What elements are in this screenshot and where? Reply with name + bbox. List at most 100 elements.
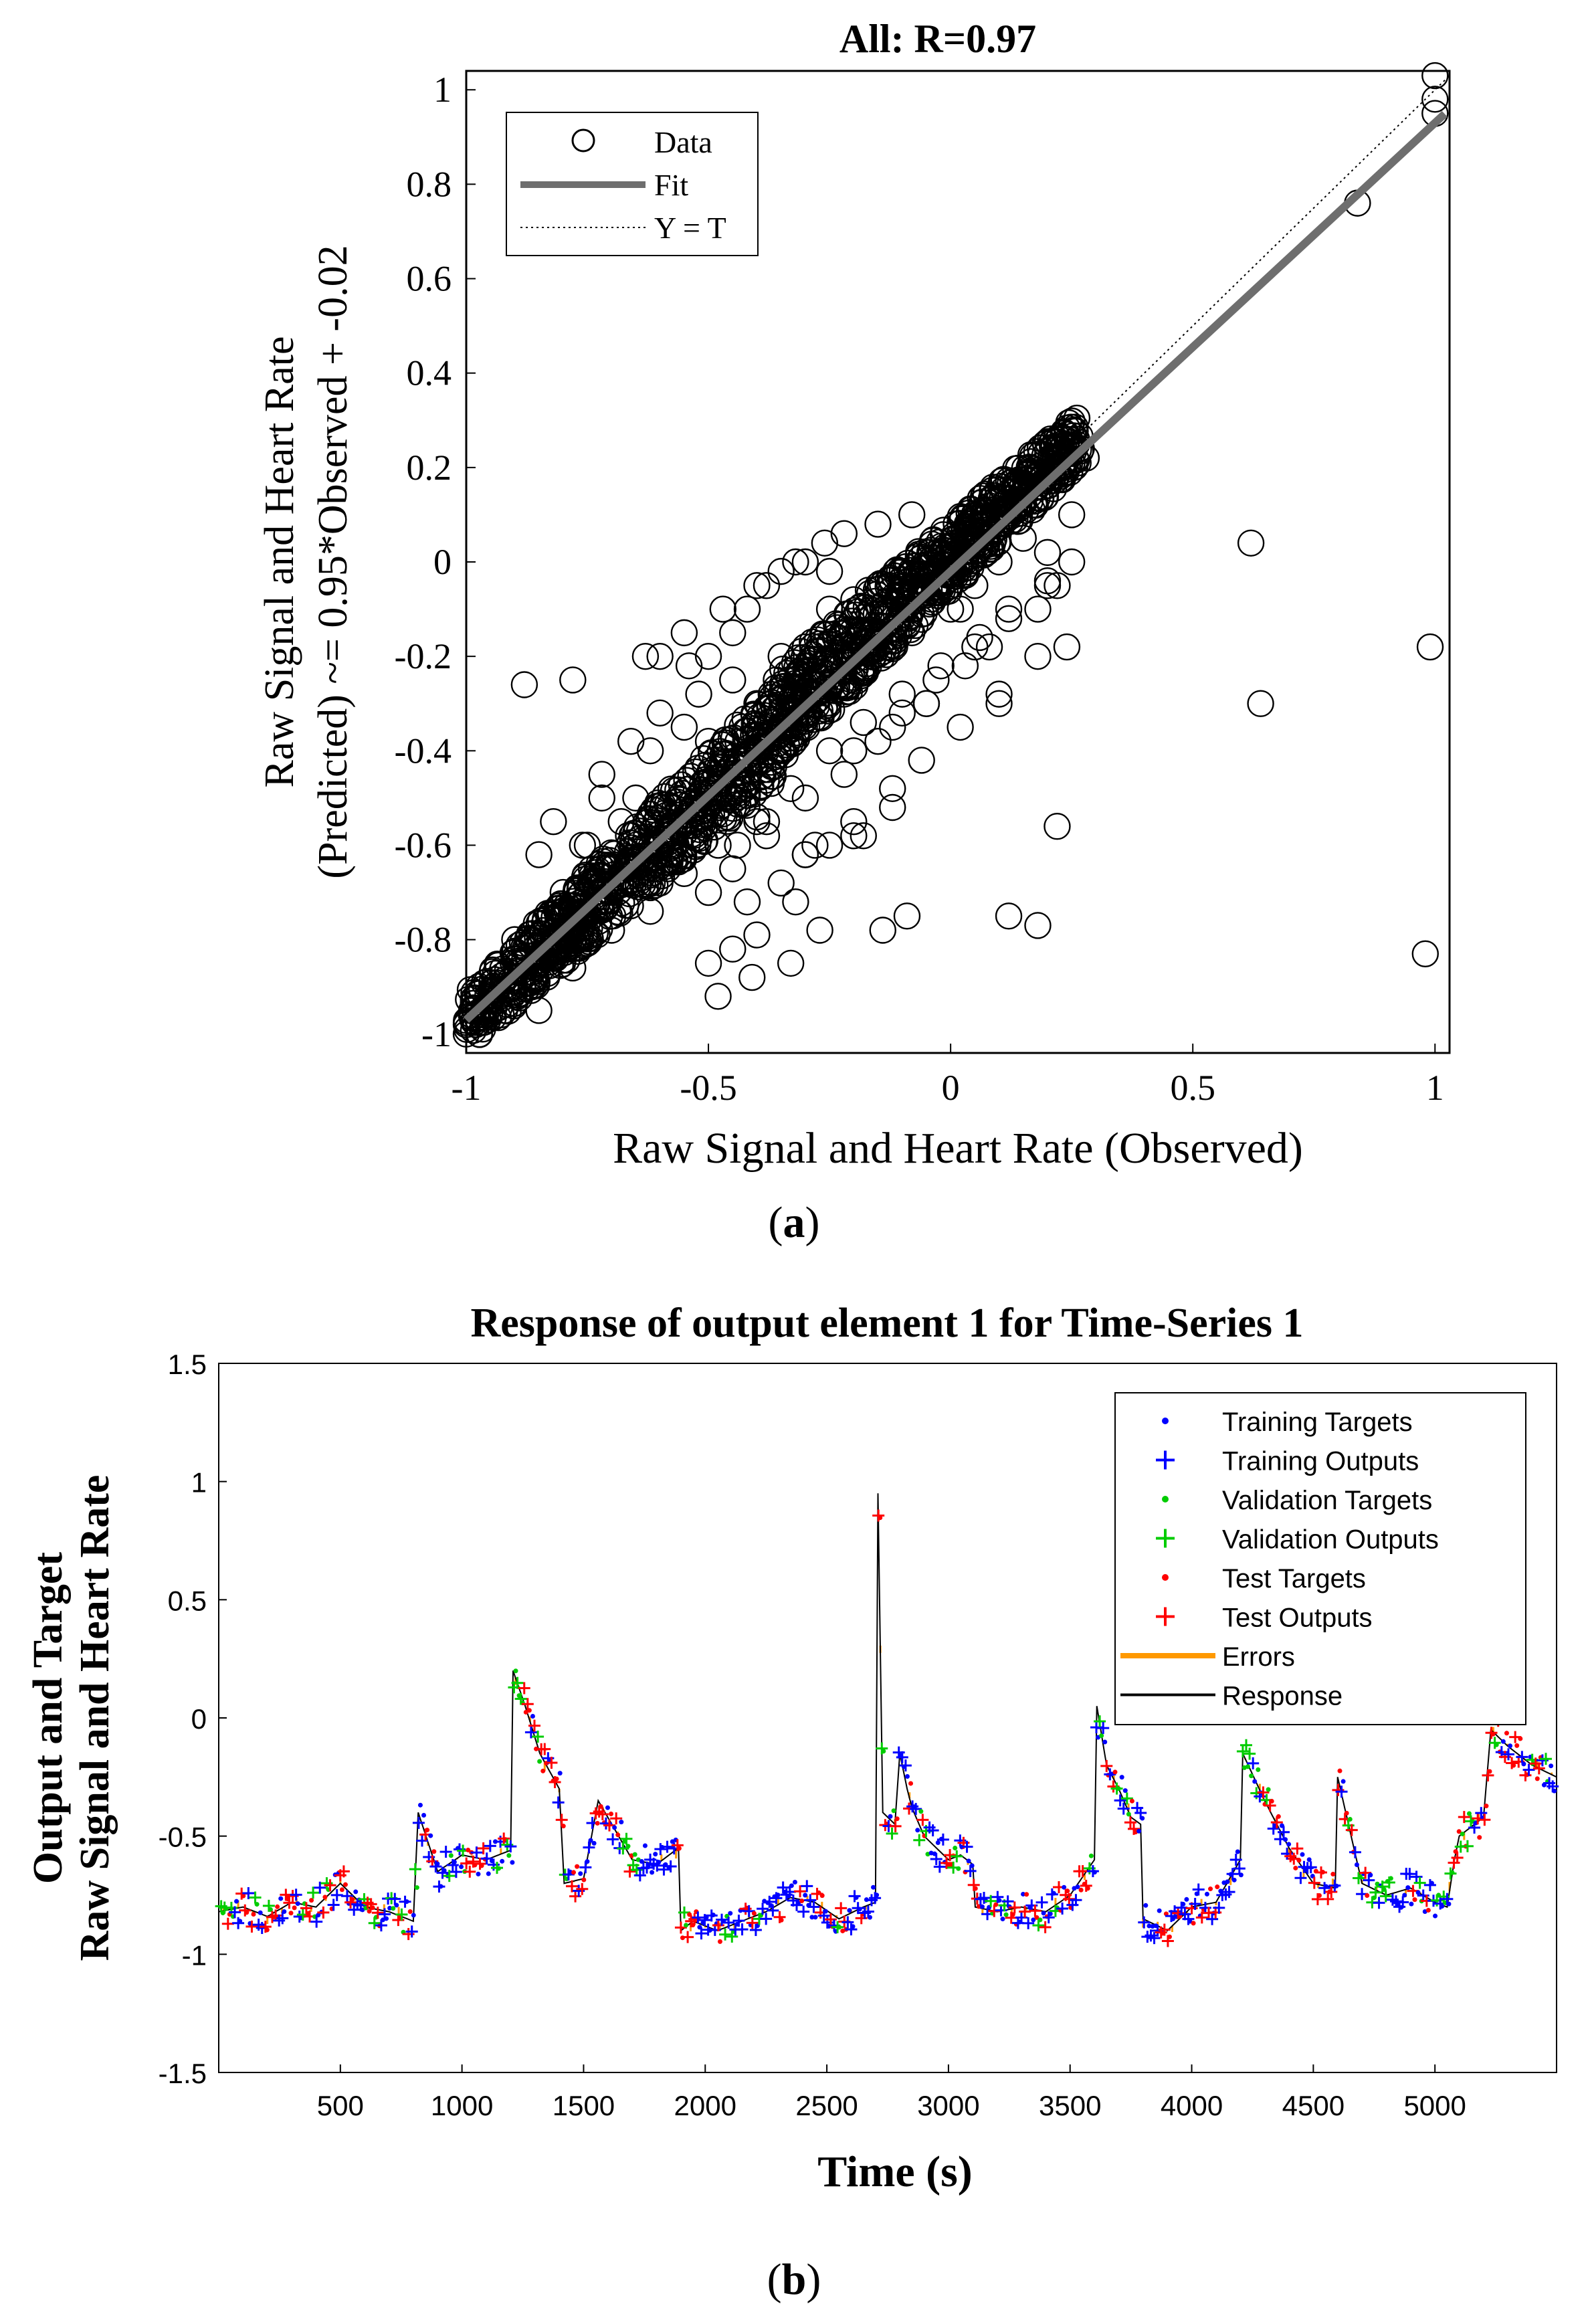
target-marker — [956, 1866, 961, 1871]
data-point — [912, 690, 940, 717]
target-marker — [1484, 1804, 1489, 1809]
data-point — [767, 642, 795, 670]
data-point — [743, 737, 771, 765]
data-point — [743, 921, 771, 949]
target-marker — [411, 1913, 416, 1918]
data-point — [563, 926, 590, 954]
data-point — [622, 855, 650, 882]
data-point — [588, 761, 615, 788]
target-marker — [1184, 1897, 1189, 1902]
target-marker — [847, 1908, 852, 1913]
target-marker — [619, 1820, 624, 1825]
data-point — [521, 967, 549, 994]
data-point — [829, 620, 857, 648]
data-point — [525, 910, 553, 937]
chart-b-x-tick-label: 3500 — [1039, 2090, 1101, 2121]
data-point — [622, 784, 650, 812]
data-point — [767, 713, 795, 741]
target-marker — [391, 1906, 396, 1911]
target-marker — [1487, 1769, 1492, 1774]
legend-dot-marker — [1162, 1496, 1169, 1503]
data-point — [791, 841, 819, 868]
data-point — [922, 666, 950, 694]
target-marker — [387, 1905, 393, 1911]
data-point — [989, 484, 1016, 512]
target-marker — [904, 1773, 910, 1779]
target-marker — [1225, 1879, 1230, 1884]
target-marker — [1099, 1733, 1104, 1738]
chart-b-y-tick-label: -0.5 — [159, 1822, 207, 1853]
target-marker — [1293, 1865, 1298, 1870]
target-marker — [605, 1805, 610, 1810]
target-marker — [1433, 1913, 1438, 1919]
target-marker — [466, 1847, 471, 1852]
target-marker — [1112, 1769, 1118, 1775]
chart-a-y-tick-label: -0.6 — [395, 825, 452, 865]
target-marker — [908, 1781, 914, 1786]
data-point — [518, 920, 546, 947]
data-point — [1053, 421, 1081, 448]
legend-fit-label: Fit — [654, 168, 688, 202]
data-point — [656, 817, 684, 845]
data-point — [614, 838, 641, 866]
target-marker — [1412, 1897, 1417, 1903]
data-point — [617, 727, 645, 755]
chart-b-y-tick-label: 0.5 — [168, 1585, 207, 1616]
data-point — [791, 784, 819, 812]
target-marker — [891, 1808, 896, 1814]
data-point — [646, 642, 674, 670]
target-marker — [819, 1893, 825, 1899]
data-point — [868, 644, 895, 672]
target-marker — [969, 1863, 975, 1868]
data-point — [1053, 426, 1081, 454]
data-point — [694, 642, 722, 670]
data-point — [888, 680, 916, 708]
data-point — [879, 713, 906, 741]
data-point — [879, 775, 906, 802]
target-marker — [625, 1844, 631, 1849]
chart-a-fit-line — [463, 110, 1448, 1023]
data-point — [520, 965, 548, 992]
chart-a-y-tick-label: 0.2 — [407, 448, 452, 488]
target-marker — [254, 1902, 260, 1907]
target-marker — [1368, 1872, 1373, 1878]
data-point — [637, 861, 664, 889]
target-marker — [292, 1905, 297, 1911]
data-point — [898, 501, 926, 528]
chart-a-y-tick-label: -0.2 — [395, 636, 452, 676]
chart-b-x-tick-label: 4000 — [1161, 2090, 1223, 2121]
target-marker — [1276, 1814, 1281, 1819]
chart-a-y-tick-label: 0.8 — [407, 164, 452, 204]
data-point — [791, 633, 819, 661]
data-point — [927, 652, 955, 680]
target-marker — [1000, 1917, 1005, 1922]
data-point — [525, 841, 553, 868]
data-point — [879, 614, 906, 642]
target-marker — [775, 1893, 781, 1898]
chart-b-y-tick-label: 0 — [191, 1703, 207, 1735]
target-marker — [414, 1885, 419, 1891]
target-marker — [1085, 1886, 1090, 1891]
target-marker — [275, 1904, 280, 1909]
target-marker — [1460, 1831, 1465, 1836]
data-point — [782, 888, 809, 916]
data-point — [995, 902, 1023, 930]
target-marker — [609, 1812, 614, 1817]
data-point — [677, 763, 704, 790]
target-marker — [1316, 1893, 1322, 1899]
chart-b-x-tick-label: 3000 — [917, 2090, 979, 2121]
data-point — [864, 727, 892, 755]
data-point — [525, 997, 553, 1024]
target-marker — [1306, 1857, 1312, 1862]
target-marker — [421, 1812, 427, 1818]
data-point — [1044, 813, 1071, 840]
data-point — [510, 671, 538, 698]
target-marker — [441, 1868, 447, 1873]
chart-b-x-tick-label: 2500 — [795, 2090, 858, 2121]
target-marker — [1330, 1872, 1336, 1877]
target-marker — [1238, 1872, 1244, 1878]
target-marker — [561, 1824, 566, 1829]
data-point — [951, 548, 979, 576]
chart-a-y-tick-label: -0.4 — [395, 731, 452, 771]
target-marker — [953, 1845, 958, 1850]
